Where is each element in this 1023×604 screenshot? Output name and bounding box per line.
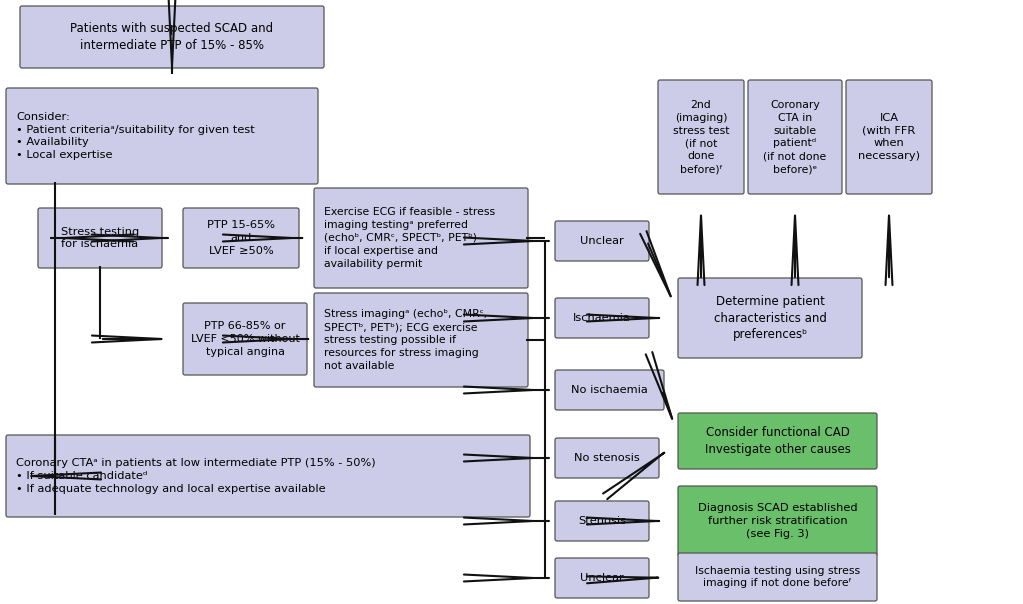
Text: Stress imagingᵃ (echoᵇ, CMRᶜ,
SPECTᵇ, PETᵇ); ECG exercise
stress testing possibl: Stress imagingᵃ (echoᵇ, CMRᶜ, SPECTᵇ, PE… (324, 309, 487, 371)
Text: Exercise ECG if feasible - stress
imaging testingᵃ preferred
(echoᵇ, CMRᶜ, SPECT: Exercise ECG if feasible - stress imagin… (324, 207, 495, 269)
FancyBboxPatch shape (314, 188, 528, 288)
Text: ICA
(with FFR
when
necessary): ICA (with FFR when necessary) (858, 113, 920, 161)
FancyBboxPatch shape (846, 80, 932, 194)
Text: Determine patient
characteristics and
preferencesᵇ: Determine patient characteristics and pr… (714, 295, 827, 341)
Text: PTP 66-85% or
LVEF <50% without
typical angina: PTP 66-85% or LVEF <50% without typical … (190, 321, 300, 357)
Text: Stress testing
for ischaemia: Stress testing for ischaemia (61, 226, 139, 249)
Text: Diagnosis SCAD established
further risk stratification
(see Fig. 3): Diagnosis SCAD established further risk … (698, 503, 857, 539)
FancyBboxPatch shape (678, 278, 862, 358)
FancyBboxPatch shape (555, 298, 649, 338)
FancyBboxPatch shape (555, 221, 649, 261)
FancyBboxPatch shape (38, 208, 162, 268)
Text: Unclear: Unclear (580, 573, 624, 583)
Text: No ischaemia: No ischaemia (571, 385, 648, 395)
Text: Patients with suspected SCAD and
intermediate PTP of 15% - 85%: Patients with suspected SCAD and interme… (71, 22, 273, 52)
Text: Consider functional CAD
Investigate other causes: Consider functional CAD Investigate othe… (705, 426, 850, 456)
FancyBboxPatch shape (183, 303, 307, 375)
FancyBboxPatch shape (555, 438, 659, 478)
Text: Stenosis: Stenosis (578, 516, 626, 526)
FancyBboxPatch shape (678, 413, 877, 469)
FancyBboxPatch shape (314, 293, 528, 387)
Text: Consider:
• Patient criteriaᵃ/suitability for given test
• Availability
• Local : Consider: • Patient criteriaᵃ/suitabilit… (16, 112, 255, 160)
Text: Unclear: Unclear (580, 236, 624, 246)
FancyBboxPatch shape (658, 80, 744, 194)
FancyBboxPatch shape (748, 80, 842, 194)
FancyBboxPatch shape (555, 501, 649, 541)
FancyBboxPatch shape (678, 553, 877, 601)
Text: 2nd
(imaging)
stress test
(if not
done
before)ᶠ: 2nd (imaging) stress test (if not done b… (673, 100, 729, 174)
FancyBboxPatch shape (6, 88, 318, 184)
Text: PTP 15-65%
and
LVEF ≥50%: PTP 15-65% and LVEF ≥50% (207, 220, 275, 256)
Text: Ischaemia: Ischaemia (573, 313, 631, 323)
FancyBboxPatch shape (555, 558, 649, 598)
FancyBboxPatch shape (6, 435, 530, 517)
Text: No stenosis: No stenosis (574, 453, 639, 463)
Text: Ischaemia testing using stress
imaging if not done beforeᶠ: Ischaemia testing using stress imaging i… (695, 565, 860, 588)
FancyBboxPatch shape (555, 370, 664, 410)
Text: Coronary
CTA in
suitable
patientᵈ
(if not done
before)ᵉ: Coronary CTA in suitable patientᵈ (if no… (763, 100, 827, 174)
FancyBboxPatch shape (678, 486, 877, 556)
FancyBboxPatch shape (183, 208, 299, 268)
Text: Coronary CTAᵃ in patients at low intermediate PTP (15% - 50%)
• If suitable cand: Coronary CTAᵃ in patients at low interme… (16, 458, 375, 494)
FancyBboxPatch shape (20, 6, 324, 68)
